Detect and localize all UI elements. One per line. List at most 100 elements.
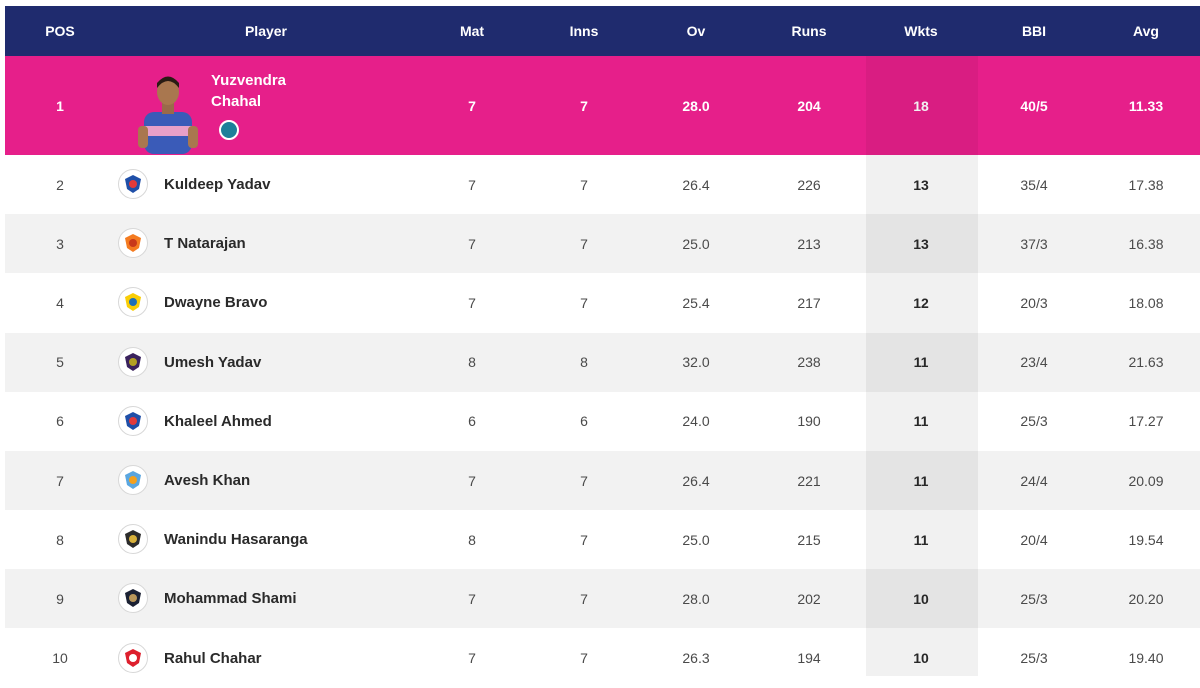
cell-mat: 7 xyxy=(468,590,476,607)
cell-bbi: 40/5 xyxy=(1020,97,1048,114)
cell-pos: 5 xyxy=(56,354,64,371)
cell-mat: 7 xyxy=(468,294,476,311)
player-name[interactable]: Rahul Chahar xyxy=(164,649,262,667)
cell-pos: 8 xyxy=(56,531,64,548)
player-name[interactable]: Mohammad Shami xyxy=(164,590,297,608)
kolkata-knight-riders-logo-icon xyxy=(118,346,148,377)
cell-bbi: 37/3 xyxy=(1020,235,1048,252)
cell-inns: 7 xyxy=(580,472,588,489)
cell-wkts: 13 xyxy=(913,176,929,193)
cell-wkts: 11 xyxy=(913,531,929,548)
player-name-line2: Chahal xyxy=(211,93,262,110)
cell-pos: 1 xyxy=(56,97,64,114)
cell-mat: 7 xyxy=(468,235,476,252)
cell-avg: 11.33 xyxy=(1128,97,1164,114)
cell-bbi: 20/4 xyxy=(1020,531,1048,548)
cell-ov: 25.0 xyxy=(682,235,710,252)
cell-wkts: 10 xyxy=(913,590,929,607)
cell-wkts: 11 xyxy=(913,354,929,371)
delhi-capitals-logo-icon xyxy=(118,405,148,436)
cell-mat: 6 xyxy=(468,413,476,430)
table-row[interactable]: 4 Dwayne Bravo 7 7 25.4 217 12 20/3 18.08 xyxy=(5,273,1200,332)
table-row[interactable]: 6 Khaleel Ahmed 6 6 24.0 190 11 25/3 17.27 xyxy=(5,392,1200,451)
cell-runs: 204 xyxy=(797,97,821,114)
cell-avg: 19.54 xyxy=(1128,531,1164,548)
cell-pos: 3 xyxy=(56,235,64,252)
cell-ov: 26.4 xyxy=(682,176,710,193)
header-bbi[interactable]: BBI xyxy=(1021,23,1047,39)
player-name-leader[interactable]: Yuzvendra Chahal xyxy=(211,70,301,112)
header-pos[interactable]: POS xyxy=(45,23,75,39)
header-inns[interactable]: Inns xyxy=(569,23,599,39)
table-row[interactable]: 7 Avesh Khan 7 7 26.4 221 11 24/4 20.09 xyxy=(5,451,1200,510)
gujarat-titans-logo-icon xyxy=(118,583,148,614)
cell-avg: 16.38 xyxy=(1128,235,1164,252)
cell-runs: 221 xyxy=(797,472,821,489)
table-header: POS Player Mat Inns Ov Runs Wkts BBI Avg xyxy=(5,6,1200,56)
cell-bbi: 20/3 xyxy=(1020,294,1048,311)
table-row[interactable]: 5 Umesh Yadav 8 8 32.0 238 11 23/4 21.63 xyxy=(5,332,1200,392)
cell-mat: 7 xyxy=(468,472,476,489)
header-wkts[interactable]: Wkts xyxy=(904,23,938,39)
cell-bbi: 25/3 xyxy=(1020,413,1048,430)
table-row[interactable]: 8 Wanindu Hasaranga 8 7 25.0 215 11 20/4 19.54 xyxy=(5,510,1200,569)
royal-challengers-logo-icon xyxy=(118,524,148,555)
player-name[interactable]: Umesh Yadav xyxy=(164,353,262,371)
table-row[interactable]: 9 Mohammad Shami 7 7 28.0 202 10 25/3 20.20 xyxy=(5,569,1200,629)
cell-inns: 7 xyxy=(580,650,588,667)
cell-mat: 7 xyxy=(468,97,476,114)
player-name[interactable]: Dwayne Bravo xyxy=(164,294,268,312)
cell-wkts: 13 xyxy=(913,235,929,252)
table-row[interactable]: 2 Kuldeep Yadav 7 7 26.4 226 13 35/4 17.38 xyxy=(5,155,1200,214)
cell-avg: 20.20 xyxy=(1128,590,1164,607)
cell-inns: 7 xyxy=(580,235,588,252)
table-row-leader[interactable]: 1 Yuzvendra Chahal 7 7 28.0 204 18 40/5 … xyxy=(5,56,1200,155)
header-runs[interactable]: Runs xyxy=(791,23,827,39)
cell-ov: 26.4 xyxy=(682,472,710,489)
cell-bbi: 25/3 xyxy=(1020,590,1048,607)
cell-inns: 7 xyxy=(580,97,588,114)
cell-wkts: 12 xyxy=(913,294,929,311)
table-row[interactable]: 3 T Natarajan 7 7 25.0 213 13 37/3 16.38 xyxy=(5,214,1200,274)
cell-avg: 21.63 xyxy=(1128,354,1164,371)
player-name[interactable]: T Natarajan xyxy=(164,235,246,253)
cell-runs: 226 xyxy=(797,176,821,193)
header-player[interactable]: Player xyxy=(244,23,288,39)
cell-ov: 26.3 xyxy=(682,650,710,667)
team-badge-icon xyxy=(219,120,239,140)
cell-pos: 9 xyxy=(56,590,64,607)
cell-pos: 6 xyxy=(56,413,64,430)
cell-bbi: 35/4 xyxy=(1020,176,1048,193)
header-mat[interactable]: Mat xyxy=(459,23,485,39)
player-name[interactable]: Wanindu Hasaranga xyxy=(164,531,308,549)
player-name[interactable]: Khaleel Ahmed xyxy=(164,412,272,430)
header-ov[interactable]: Ov xyxy=(686,23,706,39)
cell-runs: 213 xyxy=(797,235,821,252)
cell-mat: 7 xyxy=(468,176,476,193)
cell-mat: 7 xyxy=(468,650,476,667)
cell-runs: 238 xyxy=(797,354,821,371)
player-name[interactable]: Avesh Khan xyxy=(164,472,251,489)
player-name-line1: Yuzvendra xyxy=(211,72,287,89)
cell-bbi: 24/4 xyxy=(1020,472,1048,489)
cell-wkts: 10 xyxy=(913,650,929,667)
cell-avg: 19.40 xyxy=(1128,650,1164,667)
header-avg[interactable]: Avg xyxy=(1133,23,1159,39)
cell-bbi: 25/3 xyxy=(1020,650,1048,667)
cell-inns: 6 xyxy=(580,413,588,430)
delhi-capitals-logo-icon xyxy=(118,169,148,199)
lucknow-super-giants-logo-icon xyxy=(118,465,148,495)
player-name[interactable]: Kuldeep Yadav xyxy=(164,176,271,193)
cell-bbi: 23/4 xyxy=(1020,354,1048,371)
cell-wkts: 18 xyxy=(913,97,929,114)
sunrisers-hyderabad-logo-icon xyxy=(118,228,148,259)
cell-ov: 24.0 xyxy=(682,413,710,430)
cell-ov: 25.0 xyxy=(682,531,710,548)
cell-ov: 32.0 xyxy=(682,354,710,371)
cell-mat: 8 xyxy=(468,531,476,548)
cell-avg: 17.38 xyxy=(1128,176,1164,193)
cell-inns: 7 xyxy=(580,590,588,607)
cell-pos: 7 xyxy=(56,472,64,489)
cell-pos: 2 xyxy=(56,176,64,193)
table-row[interactable]: 10 Rahul Chahar 7 7 26.3 194 10 25/3 19.40 xyxy=(5,629,1200,688)
